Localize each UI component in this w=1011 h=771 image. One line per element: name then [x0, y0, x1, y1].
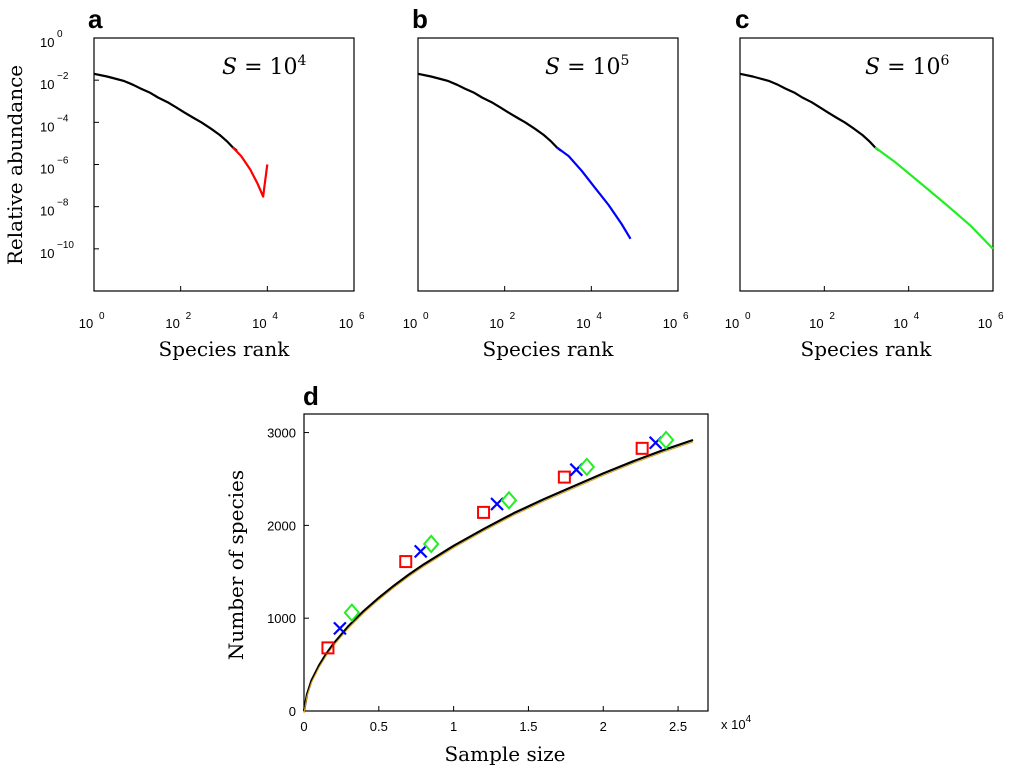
x-tick-exp-c-1: 2 — [829, 311, 835, 322]
series-line-b-0 — [417, 72, 562, 152]
x-tick-label-a-3: 10 — [339, 316, 353, 331]
x-axis-label-b: Species rank — [483, 337, 615, 361]
annotation-a: S = 104 — [222, 53, 307, 80]
x-tick-label-b-2: 10 — [576, 316, 590, 331]
x-tick-label-a-0: 10 — [79, 316, 93, 331]
x-multiplier-d: x 104 — [721, 714, 752, 732]
marker-diamond-d-1 — [422, 534, 440, 554]
marker-square-d-3 — [557, 470, 571, 484]
plot-frame-b — [417, 37, 679, 292]
panel-letter-b: b — [412, 4, 428, 34]
marker-square-d-2 — [477, 505, 491, 519]
x-tick-label-c-1: 10 — [809, 316, 823, 331]
x-axis-label-c: Species rank — [801, 337, 933, 361]
y-tick-exp-a-0: 0 — [57, 29, 63, 40]
y-tick-label-a-4: 10 — [40, 204, 54, 219]
series-line-a-0 — [93, 72, 238, 152]
x-tick-label-b-0: 10 — [403, 316, 417, 331]
x-tick-exp-b-2: 4 — [596, 311, 602, 322]
marker-x-d-1 — [413, 544, 428, 559]
x-tick-label-d-2: 1 — [450, 719, 457, 734]
marker-square-d-1 — [399, 555, 413, 569]
x-tick-exp-a-3: 6 — [359, 311, 365, 322]
y-tick-label-d-2: 2000 — [267, 518, 296, 533]
marker-square-d-4 — [635, 441, 649, 455]
y-tick-label-d-0: 0 — [289, 704, 296, 719]
x-tick-exp-c-3: 6 — [998, 311, 1004, 322]
x-tick-label-b-3: 10 — [663, 316, 677, 331]
marker-diamond-d-2 — [500, 490, 518, 510]
marker-x-d-0 — [333, 621, 347, 636]
annotation-b-sup: 5 — [621, 53, 630, 69]
panel-letter-a: a — [88, 4, 103, 34]
series-line-c-0 — [739, 72, 880, 152]
y-tick-exp-a-1: −2 — [57, 71, 69, 82]
x-tick-exp-c-0: 0 — [745, 311, 751, 322]
annotation-c-sup: 6 — [941, 53, 950, 69]
y-tick-label-d-3: 3000 — [267, 426, 296, 441]
marker-diamond-d-4 — [657, 430, 675, 450]
y-tick-exp-a-3: −6 — [57, 156, 69, 167]
y-tick-label-a-1: 10 — [40, 77, 54, 92]
x-tick-label-b-1: 10 — [489, 316, 503, 331]
panel-letter-d: d — [303, 381, 319, 411]
x-tick-label-c-0: 10 — [725, 316, 739, 331]
x-tick-label-d-5: 2.5 — [669, 719, 687, 734]
x-tick-label-d-1: 0.5 — [370, 719, 388, 734]
x-tick-exp-a-1: 2 — [186, 311, 192, 322]
y-tick-label-a-0: 10 — [40, 35, 54, 50]
marker-diamond-d-0 — [343, 603, 361, 623]
x-tick-exp-b-0: 0 — [423, 311, 429, 322]
x-tick-label-c-2: 10 — [893, 316, 907, 331]
annotation-a-eq: = 10 — [237, 55, 297, 80]
series-line-b-1 — [556, 146, 632, 240]
annotation-a-lhs: S — [222, 55, 237, 80]
annotation-c-lhs: S — [865, 55, 880, 80]
series-line-a-1 — [232, 146, 269, 198]
y-axis-label-a: Relative abundance — [3, 65, 27, 265]
x-tick-label-d-4: 2 — [600, 719, 607, 734]
y-tick-label-a-5: 10 — [40, 246, 54, 261]
x-multiplier-base: x 10 — [721, 717, 746, 732]
plot-frame-c — [739, 37, 994, 292]
y-tick-exp-a-4: −8 — [57, 198, 69, 209]
series-line-d-0-shadow — [303, 441, 694, 714]
y-axis-label-d: Number of species — [224, 470, 248, 660]
x-tick-label-a-2: 10 — [252, 316, 266, 331]
y-tick-exp-a-5: −10 — [57, 240, 74, 251]
x-multiplier-exp: 4 — [746, 714, 752, 725]
y-tick-label-a-3: 10 — [40, 162, 54, 177]
x-tick-label-a-1: 10 — [165, 316, 179, 331]
plot-frame-d — [303, 413, 709, 712]
panel-letter-c: c — [735, 4, 749, 34]
annotation-b: S = 105 — [545, 53, 629, 80]
annotation-b-eq: = 10 — [560, 55, 620, 80]
y-tick-label-d-1: 1000 — [267, 611, 296, 626]
x-tick-exp-c-2: 4 — [914, 311, 920, 322]
x-tick-exp-a-0: 0 — [99, 311, 105, 322]
x-tick-exp-a-2: 4 — [272, 311, 278, 322]
x-axis-label-d: Sample size — [444, 742, 565, 766]
marker-square-d-0 — [321, 641, 335, 655]
x-tick-exp-b-1: 2 — [510, 311, 516, 322]
x-tick-exp-b-3: 6 — [683, 311, 689, 322]
marker-diamond-d-3 — [578, 457, 596, 477]
y-tick-label-a-2: 10 — [40, 119, 54, 134]
annotation-c-eq: = 10 — [880, 55, 940, 80]
annotation-c: S = 106 — [865, 53, 950, 80]
annotation-a-sup: 4 — [298, 53, 307, 69]
y-tick-exp-a-2: −4 — [57, 113, 69, 124]
series-line-c-1 — [874, 146, 994, 250]
x-tick-label-d-0: 0 — [300, 719, 307, 734]
x-tick-label-c-3: 10 — [978, 316, 992, 331]
x-axis-label-a: Species rank — [159, 337, 291, 361]
x-tick-label-d-3: 1.5 — [519, 719, 537, 734]
annotation-b-lhs: S — [545, 55, 560, 80]
series-line-d-0 — [302, 438, 694, 712]
